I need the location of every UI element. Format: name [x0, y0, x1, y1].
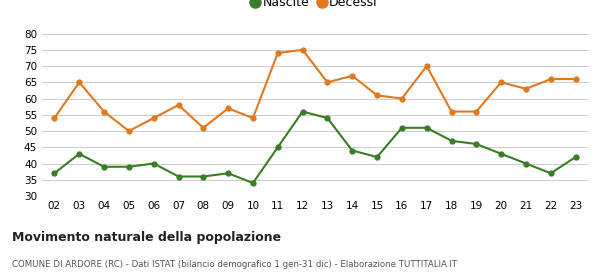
Nascite	[497, 152, 505, 155]
Nascite	[51, 172, 58, 175]
Decessi	[125, 129, 133, 133]
Decessi	[51, 116, 58, 120]
Line: Decessi: Decessi	[52, 47, 578, 134]
Decessi	[224, 107, 232, 110]
Nascite	[76, 152, 83, 155]
Decessi	[572, 77, 579, 81]
Decessi	[100, 110, 107, 113]
Nascite	[200, 175, 207, 178]
Decessi	[398, 97, 406, 100]
Nascite	[547, 172, 554, 175]
Nascite	[125, 165, 133, 169]
Decessi	[324, 81, 331, 84]
Decessi	[547, 77, 554, 81]
Decessi	[76, 81, 83, 84]
Text: Movimento naturale della popolazione: Movimento naturale della popolazione	[12, 231, 281, 244]
Line: Nascite: Nascite	[52, 109, 578, 185]
Decessi	[150, 116, 157, 120]
Nascite	[523, 162, 530, 165]
Nascite	[274, 146, 281, 149]
Nascite	[100, 165, 107, 169]
Nascite	[324, 116, 331, 120]
Decessi	[299, 48, 306, 52]
Legend: Nascite, Decessi: Nascite, Decessi	[247, 0, 383, 14]
Decessi	[175, 103, 182, 107]
Nascite	[224, 172, 232, 175]
Decessi	[349, 74, 356, 78]
Nascite	[150, 162, 157, 165]
Text: COMUNE DI ARDORE (RC) - Dati ISTAT (bilancio demografico 1 gen-31 dic) - Elabora: COMUNE DI ARDORE (RC) - Dati ISTAT (bila…	[12, 260, 457, 269]
Nascite	[299, 110, 306, 113]
Decessi	[473, 110, 480, 113]
Decessi	[274, 52, 281, 55]
Nascite	[473, 142, 480, 146]
Nascite	[250, 181, 257, 185]
Decessi	[497, 81, 505, 84]
Decessi	[423, 64, 430, 68]
Decessi	[373, 94, 380, 97]
Nascite	[373, 155, 380, 159]
Decessi	[200, 126, 207, 129]
Decessi	[448, 110, 455, 113]
Nascite	[175, 175, 182, 178]
Nascite	[349, 149, 356, 152]
Decessi	[250, 116, 257, 120]
Nascite	[572, 155, 579, 159]
Nascite	[398, 126, 406, 129]
Nascite	[448, 139, 455, 143]
Decessi	[523, 87, 530, 90]
Nascite	[423, 126, 430, 129]
